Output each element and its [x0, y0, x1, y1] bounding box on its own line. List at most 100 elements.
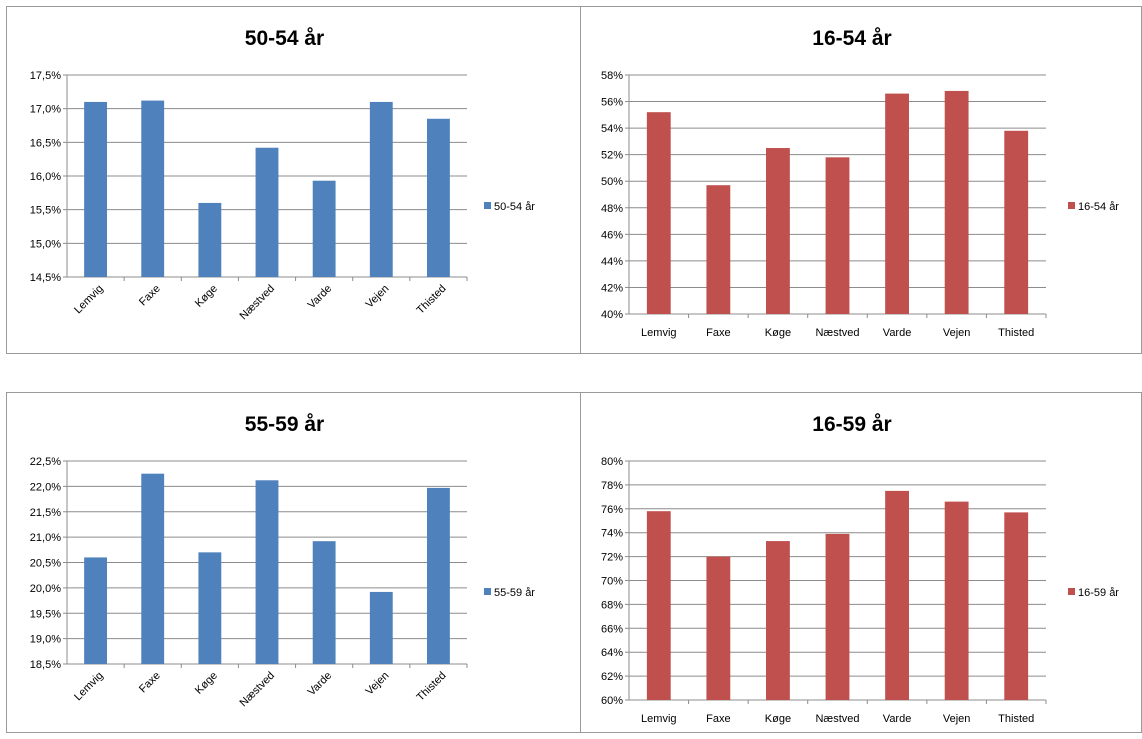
legend-swatch [484, 202, 491, 209]
x-tick-label: Køge [193, 670, 220, 697]
bar-55-59-0 [84, 557, 107, 664]
y-tick-label: 16,0% [30, 171, 61, 183]
bar-16-59-2 [766, 541, 790, 700]
bar-50-54-4 [312, 180, 336, 277]
y-tick-label: 15,0% [30, 238, 61, 250]
y-tick-label: 72% [601, 552, 623, 564]
y-tick-label: 56% [601, 97, 623, 109]
legend-swatch [1068, 202, 1075, 209]
legend-label: 50-54 år [494, 201, 535, 213]
chart-title: 50-54 år [245, 27, 324, 50]
chart-svg-16-59: 16-59 år 60% 62% 64% 66% 68% 70% 72% 74% 76% 78% 80… [601, 413, 1119, 725]
bar-55-59-4 [312, 541, 336, 664]
bar-16-54-3 [825, 157, 850, 314]
y-tick-label: 17,0% [30, 104, 61, 116]
x-tick-label: Lemvig [72, 283, 106, 317]
x-tick-label: Thisted [415, 283, 449, 317]
y-tick-label: 64% [601, 647, 623, 659]
bar-16-54-6 [1004, 130, 1029, 314]
y-tick-label: 42% [601, 282, 623, 294]
y-tick-label: 74% [601, 528, 623, 540]
bar-16-54-5 [944, 90, 969, 314]
x-tick-label: Faxe [706, 713, 730, 725]
bar-55-59-2 [198, 552, 222, 664]
y-tick-label: 68% [601, 599, 623, 611]
x-tick-label: Lemvig [641, 327, 676, 339]
bar-16-59-6 [1004, 512, 1029, 700]
y-tick-label: 40% [601, 309, 623, 321]
chart-svg-16-54: 16-54 år 40% 42% 44% 46% 48% 50% 52% 54% 56% 58% Le… [601, 27, 1119, 339]
y-tick-label: 54% [601, 123, 623, 135]
x-tick-label: Køge [765, 713, 791, 725]
x-tick-label: Næstved [238, 670, 278, 710]
y-tick-label: 58% [601, 70, 623, 82]
x-tick-label: Varde [883, 713, 912, 725]
legend-label: 55-59 år [494, 587, 535, 599]
y-tick-label: 46% [601, 229, 623, 241]
bar-50-54-2 [198, 202, 222, 277]
bar-16-59-3 [825, 533, 850, 700]
y-tick-label: 62% [601, 671, 623, 683]
legend-label: 16-59 år [1078, 587, 1119, 599]
bar-16-59-1 [706, 556, 731, 700]
bar-16-54-2 [766, 148, 790, 314]
x-tick-label: Thisted [998, 327, 1034, 339]
bar-55-59-3 [255, 480, 279, 664]
y-tick-label: 15,5% [30, 205, 61, 217]
bar-16-54-4 [885, 93, 909, 314]
y-tick-label: 16,5% [30, 137, 61, 149]
y-tick-label: 20,0% [30, 583, 61, 595]
y-tick-label: 78% [601, 480, 623, 492]
y-tick-label: 22,5% [30, 456, 61, 468]
x-tick-label: Lemvig [72, 670, 106, 704]
x-tick-label: Thisted [998, 713, 1034, 725]
chart-panel-50-54: 50-54 år 14,5% 15,0% 15,5% 16,0% 16,5% 17,0% 17… [6, 6, 581, 354]
y-tick-label: 48% [601, 203, 623, 215]
y-tick-label: 19,0% [30, 634, 61, 646]
bar-16-59-0 [646, 511, 671, 700]
y-tick-label: 17,5% [30, 70, 61, 82]
bar-16-59-4 [885, 490, 909, 700]
x-tick-label: Faxe [706, 327, 730, 339]
y-tick-label: 80% [601, 456, 623, 468]
chart-title: 55-59 år [245, 413, 324, 436]
y-tick-label: 44% [601, 256, 623, 268]
legend-swatch [1068, 588, 1075, 595]
chart-svg-50-54: 50-54 år 14,5% 15,0% 15,5% 16,0% 16,5% 17,0% 17… [30, 27, 536, 323]
chart-panel-16-54: 16-54 år 40% 42% 44% 46% 48% 50% 52% 54% 56% 58% Le… [580, 6, 1142, 354]
y-tick-label: 70% [601, 576, 623, 588]
x-tick-label: Næstved [815, 327, 859, 339]
x-tick-label: Vejen [943, 713, 971, 725]
legend-label: 16-54 år [1078, 201, 1119, 213]
x-tick-label: Vejen [943, 327, 971, 339]
bar-50-54-6 [427, 118, 450, 278]
y-tick-label: 60% [601, 695, 623, 707]
x-tick-label: Faxe [137, 670, 163, 696]
x-tick-label: Lemvig [641, 713, 676, 725]
x-tick-label: Varde [306, 670, 335, 699]
y-tick-label: 18,5% [30, 659, 61, 671]
x-tick-label: Køge [765, 327, 791, 339]
y-tick-label: 22,0% [30, 481, 61, 493]
bar-50-54-1 [141, 100, 165, 277]
x-tick-label: Vejen [363, 670, 391, 698]
chart-panel-55-59: 55-59 år 18,5% 19,0% 19,5% 20,0% 20,5% 21,0% 21… [6, 392, 581, 733]
x-tick-label: Faxe [137, 283, 163, 309]
y-tick-label: 20,5% [30, 558, 61, 570]
bar-50-54-5 [369, 101, 393, 277]
x-tick-label: Vejen [363, 283, 391, 311]
bar-50-54-3 [255, 147, 279, 277]
x-tick-label: Næstved [815, 713, 859, 725]
y-tick-label: 76% [601, 504, 623, 516]
x-tick-label: Varde [306, 283, 335, 312]
chart-svg-55-59: 55-59 år 18,5% 19,0% 19,5% 20,0% 20,5% 21,0% 21… [30, 413, 536, 710]
chart-title: 16-54 år [812, 27, 891, 50]
bar-16-54-1 [706, 185, 731, 314]
bar-55-59-1 [141, 473, 165, 664]
bar-55-59-5 [369, 591, 393, 664]
x-tick-label: Næstved [238, 283, 278, 323]
x-tick-label: Køge [193, 283, 220, 310]
y-tick-label: 14,5% [30, 272, 61, 284]
chart-title: 16-59 år [812, 413, 891, 436]
y-tick-label: 19,5% [30, 608, 61, 620]
